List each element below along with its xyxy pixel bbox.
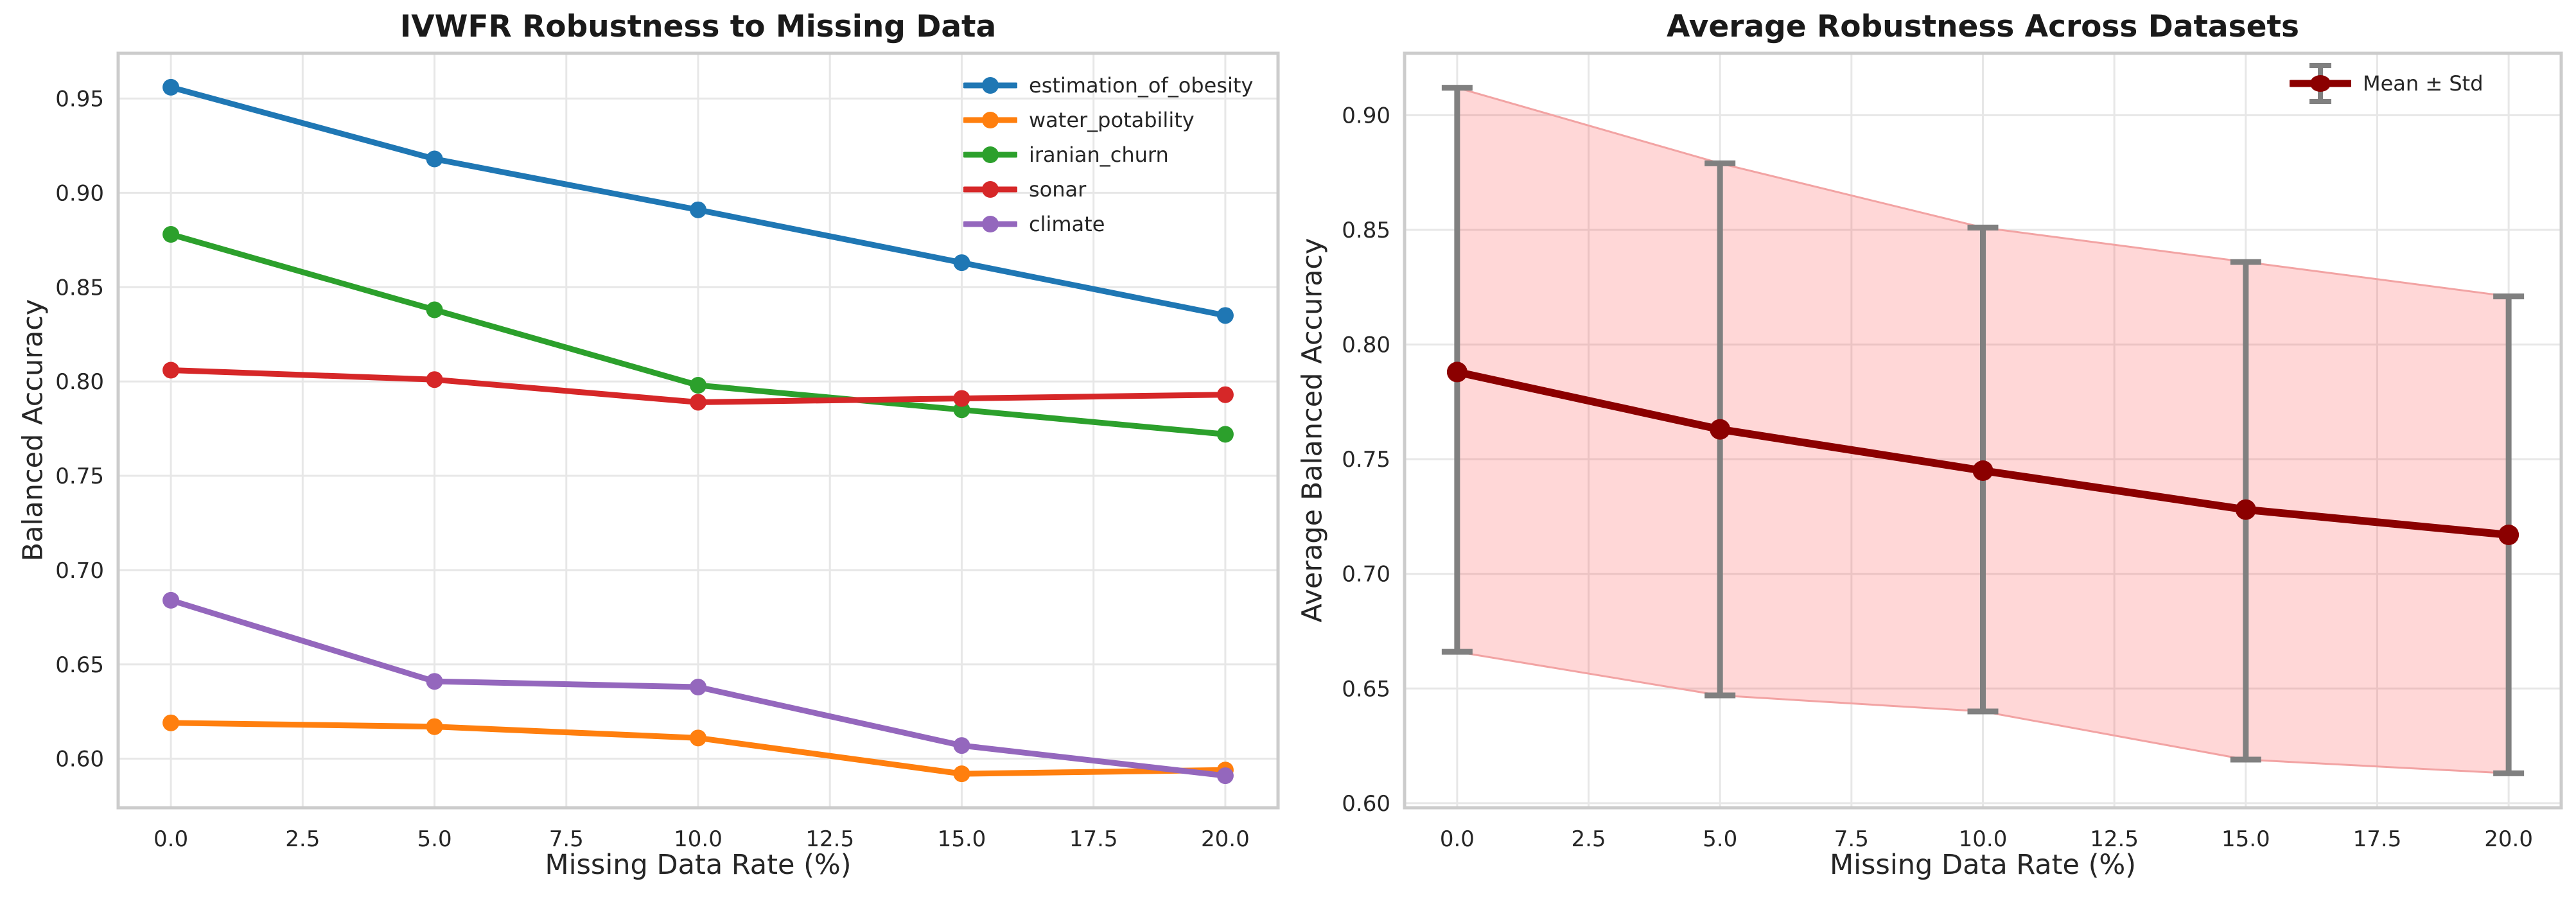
data-point xyxy=(690,377,706,394)
data-point xyxy=(690,201,706,218)
line-marker-icon xyxy=(963,112,1017,128)
right-x-axis-label: Missing Data Rate (%) xyxy=(1829,849,2137,881)
y-tick-label: 0.75 xyxy=(1342,447,1390,473)
x-tick-label: 0.0 xyxy=(1440,826,1475,852)
legend-label: estimation_of_obesity xyxy=(1029,73,1254,98)
data-point xyxy=(426,150,443,168)
y-tick-label: 0.85 xyxy=(55,275,104,300)
legend-item: Mean ± Std xyxy=(2290,59,2484,108)
plot-frame xyxy=(1403,51,2563,810)
y-tick-label: 0.65 xyxy=(1342,676,1390,702)
x-tick-label: 15.0 xyxy=(2221,826,2270,852)
x-tick-label: 20.0 xyxy=(2484,826,2533,852)
line-marker-icon xyxy=(963,77,1017,94)
y-tick-label: 0.80 xyxy=(55,369,104,395)
y-tick-label: 0.85 xyxy=(1342,218,1390,243)
x-tick-label: 15.0 xyxy=(938,826,986,852)
data-point xyxy=(1972,460,1993,481)
data-point xyxy=(2235,499,2256,520)
data-point xyxy=(426,371,443,388)
data-point xyxy=(162,591,180,609)
y-tick-label: 0.65 xyxy=(55,652,104,678)
x-tick-label: 10.0 xyxy=(674,826,723,852)
data-point xyxy=(690,729,706,747)
legend-label: Mean ± Std xyxy=(2363,71,2484,96)
data-point xyxy=(162,226,180,243)
line-marker-icon xyxy=(963,146,1017,163)
data-point xyxy=(426,673,443,690)
y-tick-label: 0.80 xyxy=(1342,333,1390,358)
x-tick-label: 5.0 xyxy=(417,826,452,852)
x-tick-label: 2.5 xyxy=(285,826,320,852)
data-point xyxy=(162,714,180,731)
x-tick-label: 12.5 xyxy=(2090,826,2139,852)
x-tick-label: 17.5 xyxy=(2353,826,2402,852)
right-chart-legend: Mean ± Std xyxy=(2290,59,2484,108)
data-point xyxy=(1446,361,1468,383)
x-tick-label: 7.5 xyxy=(549,826,584,852)
legend-label: water_potability xyxy=(1029,108,1195,132)
data-point xyxy=(690,679,706,695)
x-tick-label: 5.0 xyxy=(1703,826,1737,852)
data-point xyxy=(426,718,443,735)
data-point xyxy=(426,301,443,318)
legend-item: estimation_of_obesity xyxy=(963,68,1253,103)
data-point xyxy=(1216,767,1234,785)
x-tick-label: 17.5 xyxy=(1069,826,1118,852)
y-tick-label: 0.90 xyxy=(1342,103,1390,128)
plot-frame xyxy=(116,51,1280,810)
y-tick-label: 0.60 xyxy=(1342,791,1390,817)
left-x-axis-label: Missing Data Rate (%) xyxy=(545,849,852,881)
left-chart-canvas: 0.0 2.5 5.0 7.5 10.0 12.5 15.0 17.5 20.0 0.60 0.65… xyxy=(55,51,1280,852)
x-tick-label: 7.5 xyxy=(1834,826,1869,852)
data-point xyxy=(690,394,706,411)
y-tick-label: 0.90 xyxy=(55,180,104,206)
data-point xyxy=(1216,307,1234,324)
data-point xyxy=(953,737,970,754)
errorbar-marker-icon xyxy=(2290,63,2351,104)
right-chart-title: Average Robustness Across Datasets xyxy=(1667,9,2299,44)
x-tick-label: 20.0 xyxy=(1201,826,1250,852)
line-marker-icon xyxy=(963,216,1017,232)
y-tick-label: 0.60 xyxy=(55,747,104,772)
legend-item: iranian_churn xyxy=(963,137,1253,172)
left-chart-title: IVWFR Robustness to Missing Data xyxy=(399,9,997,44)
legend-label: sonar xyxy=(1029,177,1087,202)
y-tick-label: 0.75 xyxy=(55,464,104,489)
data-point xyxy=(162,361,180,379)
line-marker-icon xyxy=(963,181,1017,198)
data-point xyxy=(162,78,180,96)
legend-label: iranian_churn xyxy=(1029,143,1169,167)
left-chart-legend: estimation_of_obesity water_potability i… xyxy=(963,68,1253,241)
legend-item: water_potability xyxy=(963,103,1253,137)
left-y-axis-label: Balanced Accuracy xyxy=(17,299,49,562)
data-point xyxy=(1216,426,1234,443)
y-tick-label: 0.95 xyxy=(55,87,104,112)
data-point xyxy=(1710,419,1731,440)
right-chart-canvas: 0.0 2.5 5.0 7.5 10.0 12.5 15.0 17.5 20.0 0.60 0.65… xyxy=(1342,51,2563,852)
legend-item: climate xyxy=(963,207,1253,241)
x-tick-label: 10.0 xyxy=(1959,826,2008,852)
data-point xyxy=(953,390,970,407)
x-tick-label: 0.0 xyxy=(153,826,188,852)
y-tick-label: 0.70 xyxy=(55,558,104,584)
data-point xyxy=(2498,525,2519,545)
data-point xyxy=(953,765,970,783)
data-point xyxy=(1216,386,1234,403)
data-point xyxy=(953,254,970,272)
right-y-axis-label: Average Balanced Accuracy xyxy=(1296,238,1329,623)
x-tick-label: 2.5 xyxy=(1571,826,1606,852)
legend-label: climate xyxy=(1029,212,1105,236)
x-tick-label: 12.5 xyxy=(805,826,854,852)
legend-item: sonar xyxy=(963,172,1253,207)
y-tick-label: 0.70 xyxy=(1342,562,1390,588)
